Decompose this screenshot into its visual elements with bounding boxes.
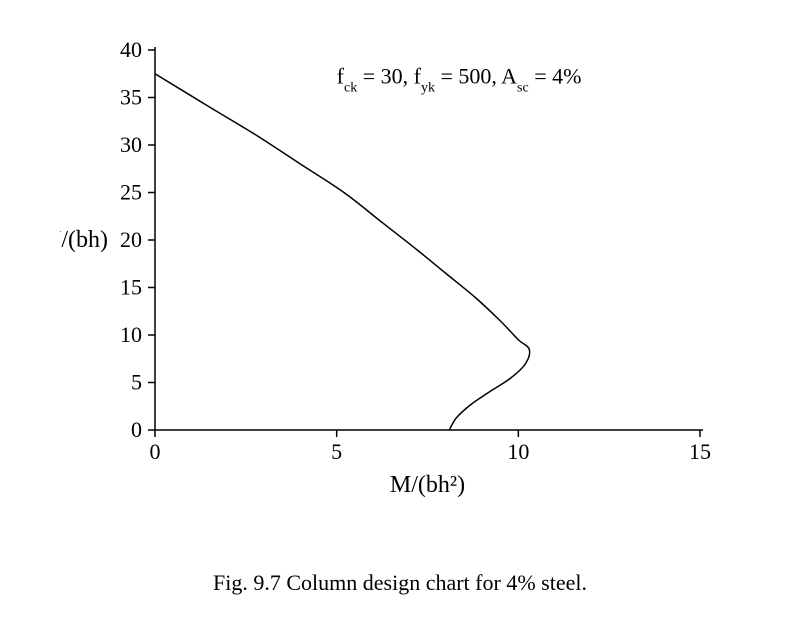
x-tick-label: 10	[507, 439, 529, 464]
chart-svg: 0 5 10 15 0 5 10 15 20 25 30 35 40 M/(bh²) N/(bh) fck =…	[60, 30, 740, 510]
figure-caption: Fig. 9.7 Column design chart for 4% stee…	[0, 570, 800, 596]
y-tick-label: 40	[120, 37, 142, 62]
chart-annotation: fck = 30, fyk = 500, Asc = 4%	[337, 63, 582, 95]
y-tick-label: 15	[120, 275, 142, 300]
y-tick-label: 5	[131, 370, 142, 395]
y-tick-label: 30	[120, 132, 142, 157]
x-tick-label: 0	[150, 439, 161, 464]
page: 0 5 10 15 0 5 10 15 20 25 30 35 40 M/(bh²) N/(bh) fck =…	[0, 0, 800, 633]
y-tick-label: 35	[120, 85, 142, 110]
x-axis-title: M/(bh²)	[390, 472, 465, 498]
interaction-curve	[155, 74, 530, 430]
y-tick-label: 20	[120, 227, 142, 252]
y-tick-label: 25	[120, 180, 142, 205]
y-tick-label: 0	[131, 417, 142, 442]
x-tick-label: 5	[331, 439, 342, 464]
y-tick-label: 10	[120, 322, 142, 347]
y-axis-title: N/(bh)	[60, 227, 108, 253]
x-tick-label: 15	[689, 439, 711, 464]
chart-area: 0 5 10 15 0 5 10 15 20 25 30 35 40 M/(bh²) N/(bh) fck =…	[60, 30, 740, 510]
